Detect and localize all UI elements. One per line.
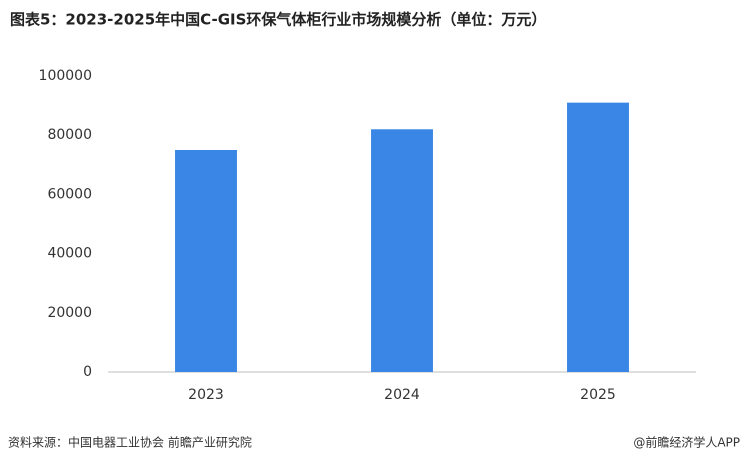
bar (567, 102, 629, 372)
y-tick-label: 0 (83, 364, 92, 380)
y-tick-label: 40000 (47, 246, 92, 262)
x-tick-label: 2024 (384, 387, 420, 403)
bar (371, 129, 433, 372)
y-tick-label: 80000 (47, 127, 92, 143)
bar (175, 150, 237, 372)
source: 资料来源：中国电器工业协会 前瞻产业研究院 (8, 435, 252, 450)
y-tick-label: 60000 (47, 186, 92, 202)
x-tick-label: 2025 (580, 387, 616, 403)
credit: @前瞻经济学人APP (633, 435, 740, 450)
y-tick-label: 20000 (47, 305, 92, 321)
chart-title: 图表5：2023-2025年中国C-GIS环保气体柜行业市场规模分析（单位：万元… (10, 11, 546, 29)
y-tick-label: 100000 (39, 68, 92, 84)
x-tick-label: 2023 (188, 387, 224, 403)
